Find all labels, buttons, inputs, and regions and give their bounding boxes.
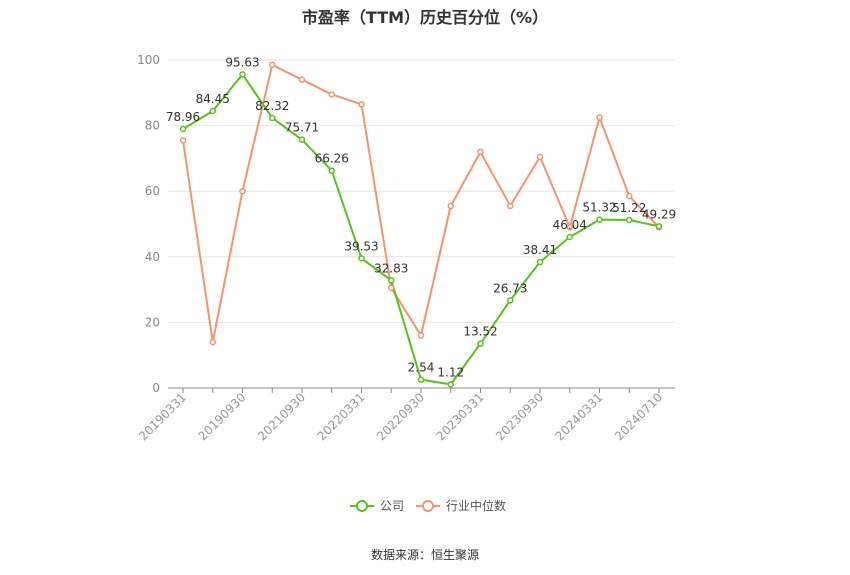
data-point-company (655, 223, 663, 230)
legend-industry-median-label: 行业中位数 (446, 498, 506, 513)
data-point-company (507, 297, 514, 304)
data-label: 75.71 (285, 121, 319, 135)
data-point-industry-median (536, 153, 544, 161)
data-point-company (596, 216, 603, 223)
data-point-company (626, 216, 633, 224)
data-label: 84.45 (196, 92, 230, 106)
data-label: 95.63 (225, 55, 259, 69)
data-point-company (298, 136, 306, 143)
x-tick-label: 20190930 (196, 390, 249, 443)
data-point-company (447, 381, 454, 388)
data-label: 66.26 (315, 152, 349, 166)
y-tick-label: 40 (145, 250, 160, 264)
x-tick-label: 20190331 (136, 390, 189, 443)
data-point-industry-median (328, 91, 335, 98)
x-tick-label: 20220331 (315, 390, 368, 443)
data-label: 32.83 (374, 261, 408, 275)
data-source-note: 数据来源：恒生聚源 (370, 548, 479, 562)
y-tick-label: 0 (152, 381, 160, 395)
data-point-company (328, 167, 335, 174)
data-point-industry-median (209, 338, 216, 346)
x-tick-label: 20210930 (255, 390, 308, 443)
data-point-industry-median (507, 202, 514, 210)
data-label: 13.52 (463, 325, 497, 339)
data-point-industry-median (239, 187, 246, 195)
data-point-industry-median (388, 284, 395, 292)
x-tick-label: 20240331 (553, 390, 606, 443)
data-label: 51.32 (582, 201, 616, 215)
y-tick-label: 100 (137, 53, 160, 67)
data-label: 38.41 (523, 243, 557, 257)
data-label: 26.73 (493, 281, 527, 295)
data-label: 78.96 (166, 110, 200, 124)
data-point-company (417, 376, 425, 383)
data-label: 2.54 (408, 361, 435, 375)
data-label: 39.53 (344, 239, 378, 253)
data-point-industry-median (596, 114, 603, 121)
data-label: 1.12 (437, 365, 464, 379)
data-point-industry-median (269, 61, 276, 69)
data-point-industry-median (417, 332, 425, 339)
y-tick-label: 60 (145, 184, 160, 198)
data-point-company (477, 340, 484, 347)
data-point-company (269, 114, 276, 122)
data-label: 46.04 (553, 218, 587, 232)
data-point-company (388, 277, 395, 284)
data-label: 51.22 (612, 201, 646, 215)
data-point-industry-median (358, 101, 365, 108)
chart-title: 市盈率（TTM）历史百分位（%） (301, 8, 549, 27)
data-point-company (239, 71, 246, 78)
x-tick-label: 20220930 (374, 390, 427, 443)
data-point-industry-median (298, 76, 306, 83)
data-point-industry-median (477, 148, 484, 156)
x-tick-label: 20230331 (434, 390, 487, 443)
data-label: 82.32 (255, 99, 289, 113)
data-point-industry-median (179, 137, 187, 144)
x-tick-label: 20240710 (612, 390, 665, 443)
data-point-company (358, 255, 365, 262)
legend-company-label: 公司 (380, 499, 404, 513)
data-label: 49.29 (642, 207, 676, 221)
data-point-company (179, 125, 187, 133)
x-tick-label: 20230930 (493, 390, 546, 443)
data-point-industry-median (566, 224, 573, 231)
legend-industry-median-marker (422, 500, 434, 512)
legend-company-marker (356, 500, 368, 512)
data-point-company (536, 258, 544, 266)
data-point-industry-median (626, 192, 633, 200)
data-point-company (209, 107, 216, 115)
data-point-industry-median (447, 202, 454, 210)
y-tick-label: 80 (145, 119, 160, 133)
y-tick-label: 20 (145, 315, 160, 329)
data-point-company (566, 233, 573, 241)
